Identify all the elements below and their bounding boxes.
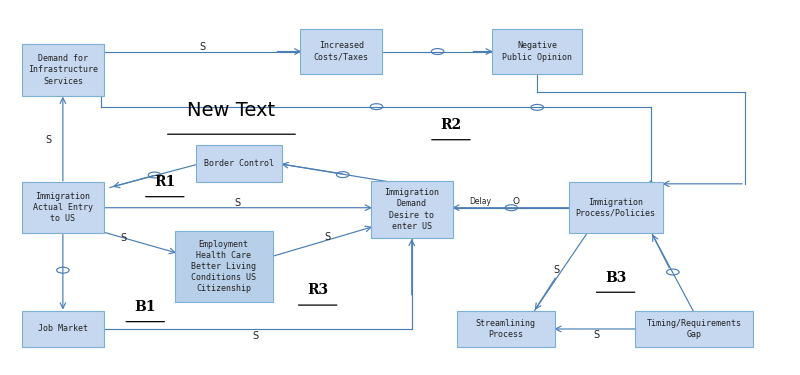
Text: O: O — [513, 197, 519, 206]
FancyBboxPatch shape — [300, 30, 382, 74]
FancyBboxPatch shape — [370, 181, 453, 238]
Text: S: S — [234, 198, 241, 208]
Text: S: S — [46, 135, 52, 145]
Text: Employment
Health Care
Better Living
Conditions US
Citizenship: Employment Health Care Better Living Con… — [191, 240, 256, 293]
Text: Delay: Delay — [469, 197, 491, 206]
Text: Demand for
Infrastructure
Services: Demand for Infrastructure Services — [28, 54, 98, 86]
Text: Timing/Requirements
Gap: Timing/Requirements Gap — [646, 319, 742, 339]
Text: R3: R3 — [307, 284, 328, 297]
Text: Streamlining
Process: Streamlining Process — [476, 319, 536, 339]
FancyBboxPatch shape — [174, 231, 273, 302]
Text: Negative
Public Opinion: Negative Public Opinion — [502, 42, 572, 62]
Text: B1: B1 — [134, 300, 156, 314]
Text: S: S — [554, 265, 560, 275]
FancyBboxPatch shape — [22, 44, 104, 96]
Text: Border Control: Border Control — [204, 159, 274, 168]
Text: Increased
Costs/Taxes: Increased Costs/Taxes — [314, 42, 369, 62]
FancyBboxPatch shape — [569, 182, 662, 233]
Text: R2: R2 — [440, 118, 462, 132]
FancyBboxPatch shape — [492, 30, 582, 74]
Text: S: S — [325, 232, 331, 242]
Text: S: S — [199, 42, 206, 52]
Text: B3: B3 — [605, 270, 626, 285]
Text: S: S — [252, 332, 258, 341]
Text: Immigration
Process/Policies: Immigration Process/Policies — [576, 198, 656, 218]
FancyBboxPatch shape — [196, 145, 282, 182]
FancyBboxPatch shape — [22, 182, 104, 233]
FancyBboxPatch shape — [22, 310, 104, 347]
Text: New Text: New Text — [187, 101, 275, 120]
Text: Job Market: Job Market — [38, 324, 88, 333]
Text: Immigration
Actual Entry
to US: Immigration Actual Entry to US — [33, 192, 93, 224]
FancyBboxPatch shape — [635, 310, 753, 347]
Text: R1: R1 — [154, 175, 175, 189]
Text: S: S — [593, 330, 599, 340]
FancyBboxPatch shape — [457, 310, 555, 347]
Text: Immigration
Demand
Desire to
enter US: Immigration Demand Desire to enter US — [384, 188, 439, 231]
Text: S: S — [120, 233, 126, 243]
